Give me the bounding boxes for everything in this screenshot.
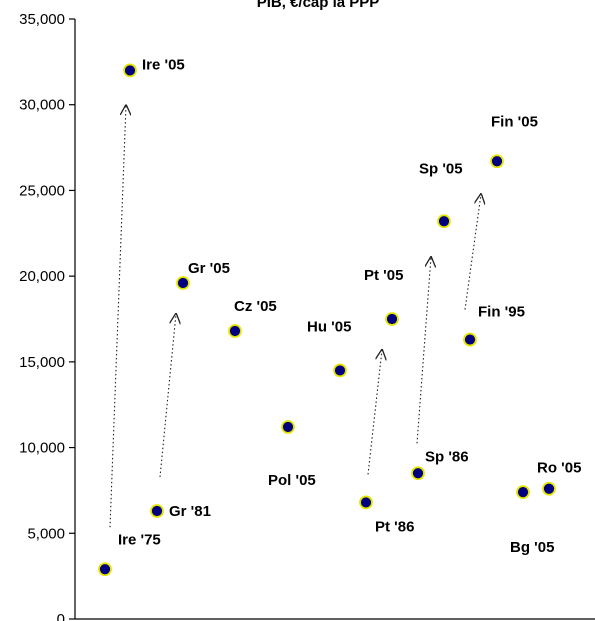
data-point-gr-05 — [176, 276, 190, 290]
data-label-hu-05: Hu '05 — [307, 318, 351, 335]
arrow-gr-81-to-gr-05 — [159, 314, 176, 478]
data-label-gr-81: Gr '81 — [169, 503, 211, 520]
data-label-sp-05: Sp '05 — [419, 160, 463, 177]
data-point-ire-05 — [123, 63, 137, 78]
data-point-ro-05 — [542, 481, 556, 496]
data-point-pt-86 — [359, 495, 373, 510]
data-point-sp-86 — [411, 466, 425, 481]
label-layer: Ire '75 Ire '05 Gr '81 Gr '05 Cz '05 Pol '05 H… — [118, 56, 581, 556]
y-tick-label: 25,000 — [19, 182, 65, 199]
data-label-pt-05: Pt '05 — [364, 267, 403, 284]
data-point-cz-05 — [228, 324, 242, 338]
data-label-pol-05: Pol '05 — [268, 472, 316, 489]
point-layer — [98, 63, 556, 577]
arrow-pt-86-to-pt-05 — [367, 350, 382, 475]
data-label-sp-86: Sp '86 — [425, 448, 469, 465]
axis-layer: 0 5,000 10,000 15,000 20,000 25,000 30,000 35,0… — [19, 11, 595, 621]
y-tick-label: 30,000 — [19, 97, 65, 114]
y-tick-label: 0 — [57, 611, 65, 621]
data-label-bg-05: Bg '05 — [510, 539, 554, 556]
data-point-pt-05 — [385, 312, 399, 326]
data-point-pol-05 — [281, 420, 295, 434]
data-point-bg-05 — [516, 485, 530, 500]
arrow-layer — [109, 105, 481, 528]
y-tick-label: 5,000 — [27, 525, 65, 542]
chart-title: PIB, €/cap la PPP — [257, 0, 380, 11]
arrow-ire-75-to-ire-05 — [109, 105, 126, 528]
arrow-fin-95-to-fin-05 — [464, 194, 481, 310]
arrow-sp-86-to-sp-05 — [416, 257, 431, 444]
y-tick-label: 35,000 — [19, 11, 65, 28]
data-label-ire-75: Ire '75 — [118, 531, 161, 548]
data-label-fin-95: Fin '95 — [478, 304, 525, 321]
data-label-gr-05: Gr '05 — [188, 260, 230, 277]
y-tick-label: 20,000 — [19, 268, 65, 285]
data-label-ro-05: Ro '05 — [537, 460, 581, 477]
data-point-ire-75 — [98, 562, 112, 577]
y-tick-label: 15,000 — [19, 354, 65, 371]
data-label-pt-86: Pt '86 — [375, 518, 414, 535]
data-point-hu-05 — [333, 363, 347, 378]
y-tick-label: 10,000 — [19, 440, 65, 457]
data-label-ire-05: Ire '05 — [142, 56, 185, 73]
data-point-fin-95 — [463, 332, 477, 347]
data-point-gr-81 — [150, 504, 164, 518]
data-point-fin-05 — [490, 154, 504, 169]
data-point-sp-05 — [437, 214, 451, 229]
data-label-fin-05: Fin '05 — [491, 113, 538, 130]
data-label-cz-05: Cz '05 — [234, 298, 277, 315]
